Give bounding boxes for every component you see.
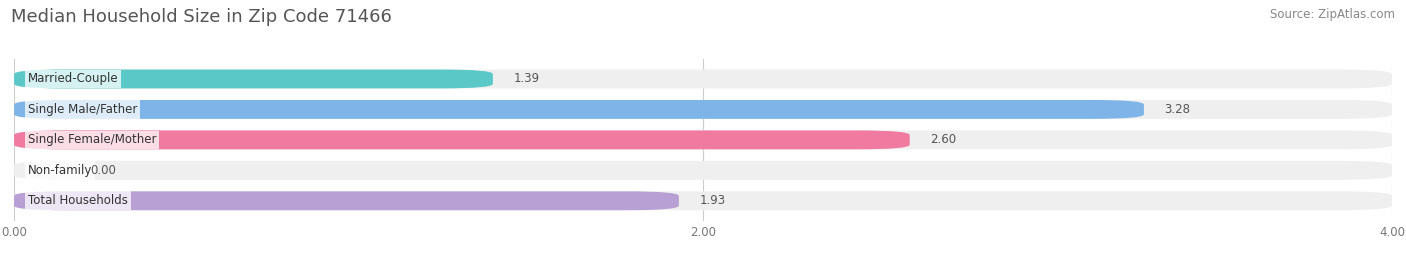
FancyBboxPatch shape <box>14 69 494 89</box>
Text: 1.93: 1.93 <box>700 194 725 207</box>
Text: 1.39: 1.39 <box>513 72 540 86</box>
FancyBboxPatch shape <box>14 161 1392 180</box>
Text: Single Female/Mother: Single Female/Mother <box>28 133 156 146</box>
Text: Single Male/Father: Single Male/Father <box>28 103 138 116</box>
FancyBboxPatch shape <box>14 191 1392 210</box>
FancyBboxPatch shape <box>14 69 1392 89</box>
Text: 0.00: 0.00 <box>90 164 115 177</box>
FancyBboxPatch shape <box>14 100 1144 119</box>
FancyBboxPatch shape <box>14 130 910 149</box>
Text: Non-family: Non-family <box>28 164 93 177</box>
Text: 2.60: 2.60 <box>931 133 956 146</box>
Text: Total Households: Total Households <box>28 194 128 207</box>
Text: 3.28: 3.28 <box>1164 103 1191 116</box>
Text: Median Household Size in Zip Code 71466: Median Household Size in Zip Code 71466 <box>11 8 392 26</box>
Text: Married-Couple: Married-Couple <box>28 72 118 86</box>
FancyBboxPatch shape <box>14 191 679 210</box>
FancyBboxPatch shape <box>14 100 1392 119</box>
FancyBboxPatch shape <box>14 130 1392 149</box>
Text: Source: ZipAtlas.com: Source: ZipAtlas.com <box>1270 8 1395 21</box>
